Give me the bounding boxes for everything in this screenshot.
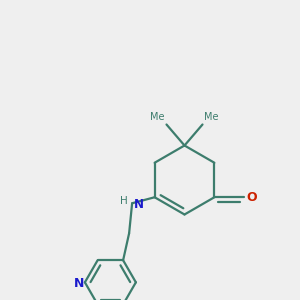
Text: N: N	[74, 277, 84, 290]
Text: Me: Me	[151, 112, 165, 122]
Text: O: O	[246, 191, 256, 204]
Text: N: N	[134, 198, 144, 211]
Text: Me: Me	[204, 112, 218, 122]
Text: H: H	[121, 196, 128, 206]
